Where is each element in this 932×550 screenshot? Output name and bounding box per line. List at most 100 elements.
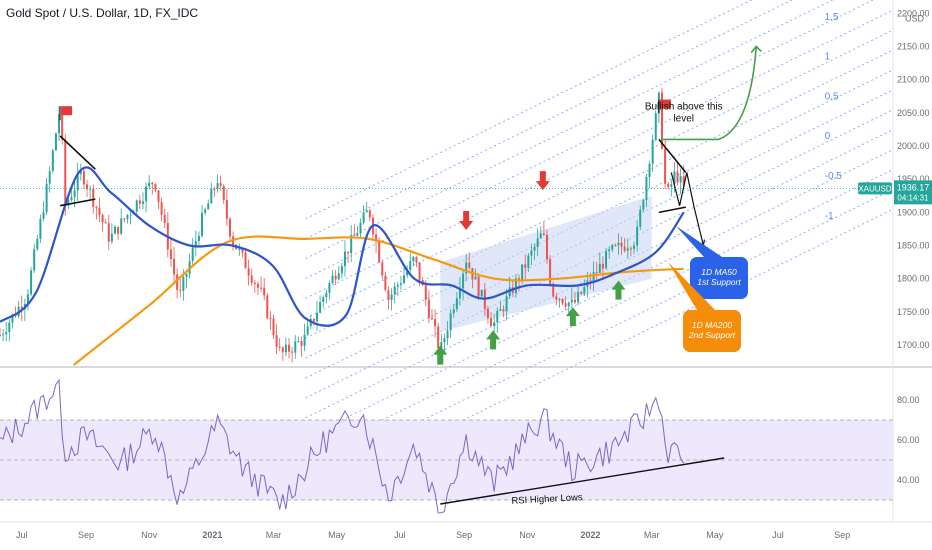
price-tick-label: 1850.00 xyxy=(897,241,930,251)
candle-body xyxy=(223,186,225,200)
green-up-arrow-icon xyxy=(566,307,580,326)
candle-body xyxy=(120,218,122,233)
fib-level-label: 0.5 xyxy=(825,91,839,102)
fib-level-label: 1 xyxy=(825,52,831,63)
candle-body xyxy=(248,268,250,275)
price-tick-label: 1700.00 xyxy=(897,340,930,350)
candle-body xyxy=(614,245,616,246)
candle-body xyxy=(391,294,393,299)
candle-body xyxy=(617,243,619,245)
candle-body xyxy=(478,276,480,296)
candle-body xyxy=(639,210,641,227)
time-tick-label: Jul xyxy=(394,530,406,540)
candle-body xyxy=(2,334,4,335)
candle-body xyxy=(179,290,181,291)
rsi-pane: RSI Higher Lows xyxy=(0,380,893,513)
candle-body xyxy=(154,184,156,190)
candle-body xyxy=(475,276,477,279)
candle-body xyxy=(158,190,160,202)
candle-body xyxy=(344,252,346,266)
candle-body xyxy=(257,284,259,288)
candle-body xyxy=(319,302,321,313)
candle-body xyxy=(555,296,557,299)
red-flag-icon xyxy=(61,106,72,115)
candle-body xyxy=(534,247,536,251)
candle-body xyxy=(493,322,495,326)
price-tick-label: 2100.00 xyxy=(897,75,930,85)
rsi-tick-label: 60.00 xyxy=(897,435,920,445)
candle-body xyxy=(142,201,144,204)
candle-body xyxy=(117,227,119,234)
candle-body xyxy=(428,300,430,318)
candle-body xyxy=(667,184,669,187)
candle-body xyxy=(664,149,666,184)
rsi-higher-lows-note: RSI Higher Lows xyxy=(511,492,583,507)
candle-body xyxy=(33,249,35,270)
time-tick-label: Sep xyxy=(456,530,472,540)
candle-body xyxy=(70,197,72,200)
candle-body xyxy=(487,309,489,318)
candle-body xyxy=(297,341,299,342)
symbol-tag-text: XAUUSD xyxy=(858,184,892,193)
candle-body xyxy=(574,300,576,303)
candle-body xyxy=(114,227,116,234)
candle-body xyxy=(207,203,209,209)
candle-body xyxy=(577,292,579,302)
candle-body xyxy=(649,164,651,177)
candle-body xyxy=(192,248,194,262)
price-tick-label: 2050.00 xyxy=(897,108,930,118)
candle-body xyxy=(185,274,187,277)
bullish-note-line: Bullish above this xyxy=(645,102,723,113)
candle-body xyxy=(443,338,445,342)
candle-body xyxy=(272,319,274,335)
candle-body xyxy=(655,113,657,140)
candle-body xyxy=(161,202,163,215)
candle-body xyxy=(633,246,635,249)
candle-body xyxy=(670,184,672,187)
candle-body xyxy=(611,245,613,249)
candle-body xyxy=(105,222,107,223)
candle-body xyxy=(437,326,439,348)
price-tick-label: 1800.00 xyxy=(897,274,930,284)
candle-body xyxy=(291,352,293,353)
time-tick-label: May xyxy=(328,530,346,540)
candle-body xyxy=(220,183,222,186)
candle-body xyxy=(363,212,365,223)
candle-body xyxy=(210,189,212,204)
green-up-arrow-icon xyxy=(433,346,447,365)
ma50-callout-text-line: 1st Support xyxy=(697,277,741,287)
candle-body xyxy=(170,249,172,258)
countdown-text: 04:14:31 xyxy=(897,193,929,202)
candle-body xyxy=(213,189,215,190)
time-tick-label: 2021 xyxy=(202,530,222,540)
candle-body xyxy=(238,249,240,250)
candle-body xyxy=(254,283,256,284)
candle-body xyxy=(307,326,309,335)
candle-body xyxy=(642,200,644,210)
fib-level-label: 0 xyxy=(825,131,831,142)
candle-body xyxy=(89,189,91,190)
candle-body xyxy=(123,218,125,219)
candle-body xyxy=(95,207,97,208)
candle-body xyxy=(341,266,343,273)
currency-label: USD xyxy=(905,13,925,23)
candle-body xyxy=(102,215,104,222)
candle-body xyxy=(540,233,542,238)
candle-body xyxy=(8,323,10,332)
candle-body xyxy=(630,249,632,250)
candle-body xyxy=(409,261,411,270)
candle-body xyxy=(602,264,604,268)
triangle-bottom-line xyxy=(659,207,686,212)
green-up-arrow-icon xyxy=(486,330,500,349)
candle-body xyxy=(527,256,529,268)
candle-body xyxy=(74,190,76,197)
price-tick-label: 1750.00 xyxy=(897,307,930,317)
time-tick-label: Nov xyxy=(141,530,158,540)
fib-line xyxy=(306,0,893,219)
candle-body xyxy=(530,251,532,256)
candle-body xyxy=(499,309,501,311)
time-tick-label: Mar xyxy=(644,530,660,540)
fib-line xyxy=(306,50,893,338)
candle-body xyxy=(562,299,564,303)
